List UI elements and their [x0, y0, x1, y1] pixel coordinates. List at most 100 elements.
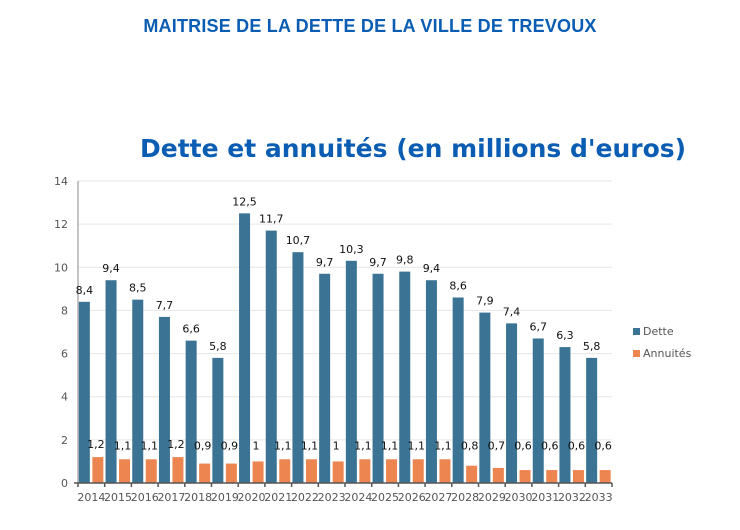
data-label-dette: 5,8	[209, 340, 227, 353]
data-label-dette: 9,7	[369, 256, 387, 269]
data-label-dette: 11,7	[259, 213, 284, 226]
bar-annuites	[359, 459, 371, 483]
bar-dette	[185, 340, 197, 483]
x-tick-label: 2014	[77, 491, 105, 504]
x-tick-label: 2027	[424, 491, 452, 504]
bar-annuites	[519, 470, 531, 483]
x-tick-label: 2018	[184, 491, 212, 504]
y-tick-label: 10	[54, 261, 68, 274]
legend: Dette Annuités	[633, 320, 691, 364]
x-tick-label: 2015	[104, 491, 132, 504]
x-tick-label: 2020	[238, 491, 266, 504]
bar-annuites	[252, 461, 264, 483]
y-tick-label: 12	[54, 218, 68, 231]
data-label-annuites: 1,1	[408, 440, 426, 453]
bar-dette	[212, 357, 224, 483]
data-label-annuites: 0,7	[488, 440, 506, 453]
data-label-annuites: 0,9	[221, 440, 239, 453]
x-tick-label: 2023	[318, 491, 346, 504]
bar-dette	[265, 230, 277, 483]
data-label-dette: 6,6	[182, 323, 200, 336]
y-tick-label: 8	[61, 304, 68, 317]
data-label-dette: 10,3	[339, 243, 364, 256]
y-tick-label: 6	[61, 348, 68, 361]
data-label-dette: 8,4	[76, 284, 94, 297]
x-tick-label: 2033	[585, 491, 613, 504]
data-label-annuites: 1,2	[167, 438, 185, 451]
data-label-annuites: 1,1	[114, 440, 132, 453]
x-tick-label: 2030	[505, 491, 533, 504]
bar-annuites	[119, 459, 131, 483]
legend-label-dette: Dette	[643, 324, 674, 338]
data-label-dette: 10,7	[286, 234, 311, 247]
legend-swatch-dette	[633, 327, 640, 335]
data-label-annuites: 0,6	[594, 440, 612, 453]
data-label-annuites: 1,1	[301, 440, 319, 453]
data-label-dette: 9,8	[396, 254, 414, 267]
legend-item-annuites: Annuités	[633, 342, 691, 364]
data-label-annuites: 0,8	[461, 440, 479, 453]
bar-annuites	[332, 461, 344, 483]
bar-dette	[132, 299, 144, 483]
x-tick-label: 2028	[451, 491, 479, 504]
bar-annuites	[572, 470, 584, 483]
x-tick-label: 2019	[211, 491, 239, 504]
x-tick-label: 2032	[558, 491, 586, 504]
x-tick-label: 2021	[264, 491, 292, 504]
bar-dette	[158, 316, 170, 483]
data-label-dette: 8,6	[449, 279, 467, 292]
bar-dette	[345, 260, 357, 483]
data-label-annuites: 1,1	[381, 440, 399, 453]
bar-dette	[452, 297, 464, 483]
data-label-dette: 6,3	[556, 329, 574, 342]
y-tick-label: 14	[54, 175, 68, 188]
data-label-annuites: 0,6	[541, 440, 559, 453]
bar-annuites	[546, 470, 558, 483]
x-tick-label: 2016	[131, 491, 159, 504]
bar-dette	[532, 338, 544, 483]
x-tick-label: 2024	[344, 491, 372, 504]
y-tick-label: 2	[61, 434, 68, 447]
bar-annuites	[599, 470, 611, 483]
bar-dette	[399, 271, 411, 483]
bar-annuites	[225, 463, 237, 483]
data-label-dette: 5,8	[583, 340, 601, 353]
legend-label-annuites: Annuités	[643, 346, 692, 360]
bar-dette	[292, 252, 304, 483]
data-label-annuites: 1,1	[434, 440, 452, 453]
data-label-annuites: 1,1	[274, 440, 292, 453]
data-label-annuites: 1	[253, 440, 260, 453]
bar-annuites	[145, 459, 157, 483]
data-label-annuites: 0,6	[568, 440, 586, 453]
main-title: MAITRISE DE LA DETTE DE LA VILLE DE TREV…	[143, 16, 597, 36]
data-label-dette: 9,4	[102, 262, 120, 275]
x-tick-label: 2026	[398, 491, 426, 504]
bar-dette	[372, 273, 384, 483]
x-tick-label: 2029	[478, 491, 506, 504]
chart-title: Dette et annuités (en millions d'euros)	[140, 134, 687, 163]
data-label-dette: 9,4	[423, 262, 441, 275]
bar-annuites	[386, 459, 398, 483]
data-label-dette: 12,5	[232, 195, 257, 208]
bar-annuites	[279, 459, 291, 483]
x-tick-label: 2017	[157, 491, 185, 504]
data-label-annuites: 1,1	[354, 440, 372, 453]
data-label-annuites: 1	[333, 440, 340, 453]
data-label-dette: 7,4	[503, 305, 521, 318]
data-label-dette: 9,7	[316, 256, 334, 269]
bar-annuites	[92, 457, 104, 483]
data-label-dette: 7,7	[156, 299, 174, 312]
data-label-annuites: 1,2	[87, 438, 105, 451]
bar-dette	[586, 357, 598, 483]
bar-annuites	[412, 459, 424, 483]
bar-dette	[479, 312, 491, 483]
bar-dette	[319, 273, 331, 483]
bar-annuites	[492, 467, 504, 483]
legend-swatch-annuites	[633, 349, 640, 357]
bar-dette	[425, 280, 437, 483]
x-tick-label: 2022	[291, 491, 319, 504]
legend-item-dette: Dette	[633, 320, 691, 342]
bar-dette	[506, 323, 518, 483]
y-tick-label: 0	[61, 477, 68, 490]
